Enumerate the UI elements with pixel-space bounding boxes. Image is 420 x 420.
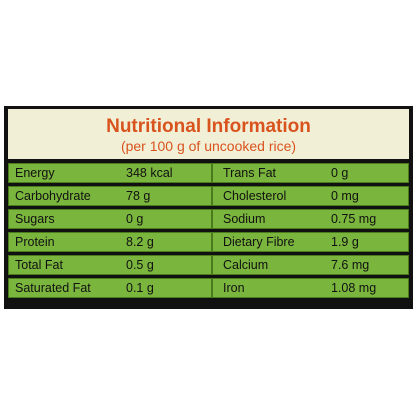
- nutrient-value: 0.5 g: [126, 258, 154, 272]
- column-divider: [211, 256, 213, 274]
- nutrient-value: 0 g: [126, 212, 144, 226]
- table-row: Sugars 0 g Sodium 0.75 mg: [8, 209, 409, 229]
- table-row: Carbohydrate 78 g Cholesterol 0 mg: [8, 186, 409, 206]
- column-divider: [211, 164, 213, 182]
- nutrient-name: Protein: [15, 235, 55, 249]
- nutrient-value: 7.6 mg: [331, 258, 370, 272]
- table-row: Total Fat 0.5 g Calcium 7.6 mg: [8, 255, 409, 275]
- nutrient-value: 0 mg: [331, 189, 359, 203]
- nutrient-name: Saturated Fat: [15, 281, 91, 295]
- nutrient-value: 1.9 g: [331, 235, 359, 249]
- nutrient-name: Dietary Fibre: [223, 235, 295, 249]
- nutrient-name: Sugars: [15, 212, 55, 226]
- nutrient-name: Energy: [15, 166, 55, 180]
- nutrient-name: Iron: [223, 281, 245, 295]
- nutrient-name: Cholesterol: [223, 189, 287, 203]
- label-title: Nutritional Information: [106, 116, 311, 137]
- label-header: Nutritional Information (per 100 g of un…: [8, 109, 409, 159]
- nutrient-name: Total Fat: [15, 258, 63, 272]
- nutrient-value: 1.08 mg: [331, 281, 377, 295]
- table-row: Protein 8.2 g Dietary Fibre 1.9 g: [8, 232, 409, 252]
- nutrient-name: Sodium: [223, 212, 266, 226]
- nutrient-table: Energy 348 kcal Trans Fat 0 g Carbohydra…: [8, 163, 409, 298]
- nutrient-value: 0.75 mg: [331, 212, 377, 226]
- table-row: Energy 348 kcal Trans Fat 0 g: [8, 163, 409, 183]
- column-divider: [211, 210, 213, 228]
- nutrient-value: 8.2 g: [126, 235, 154, 249]
- nutrient-name: Trans Fat: [223, 166, 277, 180]
- nutrient-name: Calcium: [223, 258, 269, 272]
- column-divider: [211, 233, 213, 251]
- nutrient-name: Carbohydrate: [15, 189, 91, 203]
- column-divider: [211, 187, 213, 205]
- column-divider: [211, 279, 213, 297]
- label-subtitle: (per 100 g of uncooked rice): [120, 138, 297, 154]
- nutrient-value: 0 g: [331, 166, 349, 180]
- nutrient-value: 78 g: [126, 189, 151, 203]
- nutrition-label: Nutritional Information (per 100 g of un…: [4, 106, 413, 309]
- table-row: Saturated Fat 0.1 g Iron 1.08 mg: [8, 278, 409, 298]
- nutrient-value: 348 kcal: [126, 166, 173, 180]
- nutrient-value: 0.1 g: [126, 281, 154, 295]
